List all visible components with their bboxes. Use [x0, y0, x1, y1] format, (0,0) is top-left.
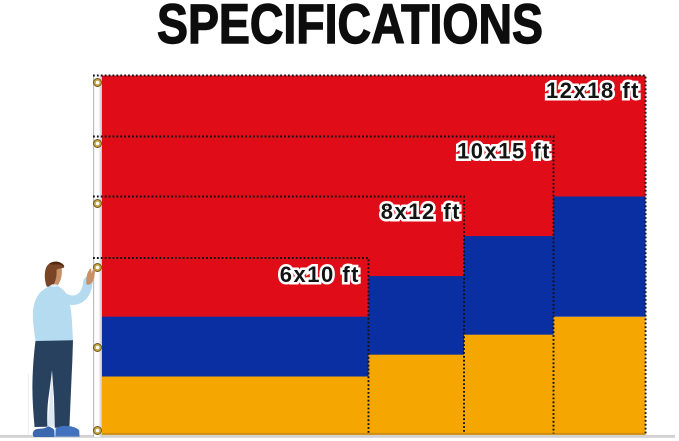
svg-text:8x12 ft: 8x12 ft: [381, 199, 461, 224]
svg-text:SPECIFICATIONS: SPECIFICATIONS: [157, 0, 543, 55]
svg-text:10x15 ft: 10x15 ft: [457, 139, 551, 164]
svg-text:12x18 ft: 12x18 ft: [546, 78, 640, 103]
svg-text:6x10 ft: 6x10 ft: [280, 262, 360, 287]
